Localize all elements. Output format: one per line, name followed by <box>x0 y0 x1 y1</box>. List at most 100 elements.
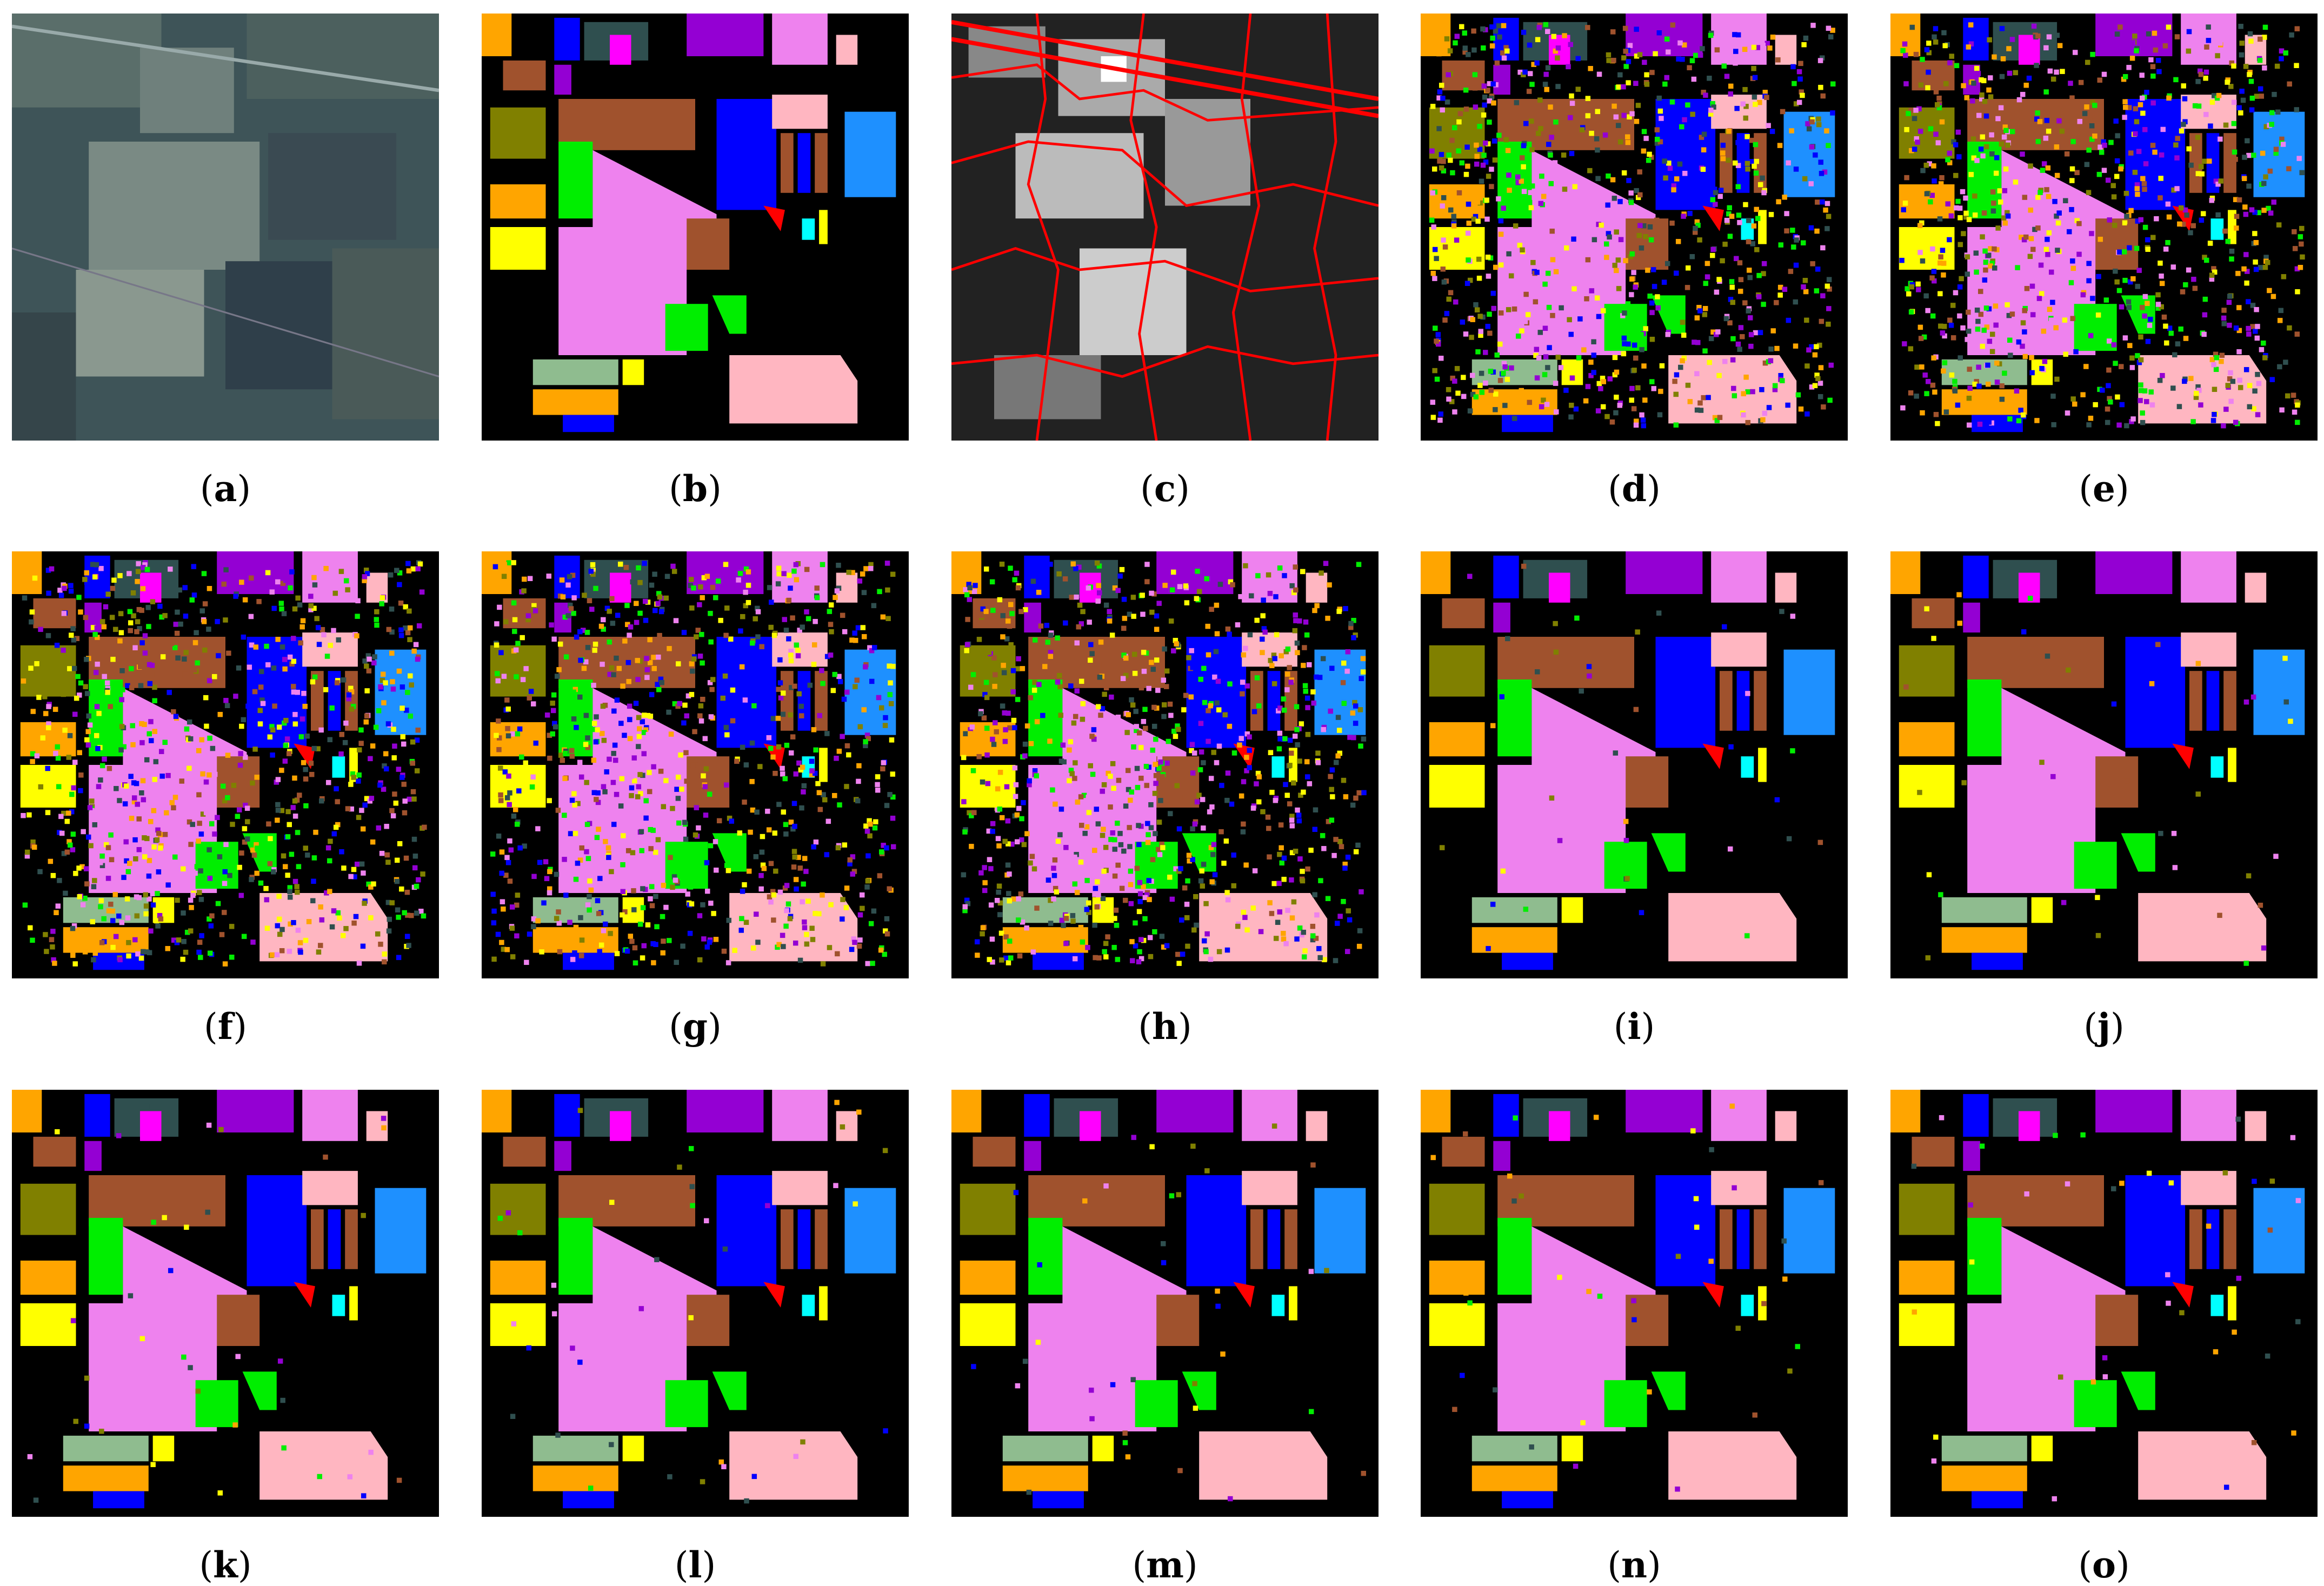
misclassified-pixel <box>2130 40 2135 45</box>
misclassified-pixel <box>2055 33 2060 38</box>
misclassified-pixel <box>23 795 28 799</box>
misclassified-pixel <box>563 892 568 897</box>
misclassified-pixel <box>1746 218 1751 223</box>
misclassified-pixel <box>1923 294 1928 298</box>
misclassified-pixel <box>1703 281 1708 286</box>
misclassified-pixel <box>1020 666 1025 671</box>
misclassified-pixel <box>1446 72 1450 77</box>
misclassified-pixel <box>319 917 324 922</box>
misclassified-pixel <box>1150 648 1155 652</box>
misclassified-pixel <box>1653 51 1657 56</box>
misclassified-pixel <box>1546 271 1550 276</box>
misclassified-pixel <box>699 632 704 637</box>
misclassified-pixel <box>2232 100 2236 105</box>
misclassified-pixel <box>218 1490 223 1495</box>
misclassified-pixel <box>1078 925 1083 930</box>
misclassified-pixel <box>2249 108 2254 112</box>
misclassified-pixel <box>752 1474 757 1479</box>
misclassified-pixel <box>2115 158 2120 163</box>
misclassified-pixel <box>1432 368 1437 373</box>
misclassified-pixel <box>2184 212 2189 217</box>
misclassified-pixel <box>664 596 669 601</box>
misclassified-pixel <box>1152 929 1157 934</box>
misclassified-pixel <box>682 703 687 708</box>
misclassified-pixel <box>1166 739 1171 744</box>
misclassified-pixel <box>755 939 760 944</box>
misclassified-pixel <box>799 805 804 810</box>
misclassified-pixel <box>535 918 540 923</box>
misclassified-pixel <box>1741 391 1746 396</box>
misclassified-pixel <box>108 902 113 907</box>
misclassified-pixel <box>721 696 725 701</box>
misclassified-pixel <box>1086 901 1091 905</box>
misclassified-pixel <box>249 576 254 581</box>
misclassified-pixel <box>2209 272 2214 277</box>
misclassified-pixel <box>849 637 854 642</box>
misclassified-pixel <box>1818 85 1823 90</box>
misclassified-pixel <box>1938 892 1943 897</box>
misclassified-pixel <box>1314 603 1319 608</box>
misclassified-pixel <box>148 928 153 933</box>
misclassified-pixel <box>2051 77 2056 82</box>
classification-map <box>12 551 439 978</box>
misclassified-pixel <box>737 830 742 835</box>
misclassified-pixel <box>1214 649 1218 654</box>
misclassified-pixel <box>1154 773 1158 778</box>
misclassified-pixel <box>389 607 394 611</box>
misclassified-pixel <box>1748 275 1753 280</box>
misclassified-pixel <box>1754 159 1759 164</box>
misclassified-pixel <box>636 744 641 749</box>
misclassified-pixel <box>629 793 634 798</box>
misclassified-pixel <box>196 792 201 797</box>
misclassified-pixel <box>494 733 498 738</box>
misclassified-pixel <box>197 890 202 895</box>
misclassified-pixel <box>1768 346 1773 351</box>
misclassified-pixel <box>1123 898 1128 903</box>
misclassified-pixel <box>1940 119 1945 124</box>
misclassified-pixel <box>2239 52 2244 57</box>
misclassified-pixel <box>1686 265 1690 270</box>
misclassified-pixel <box>978 613 983 618</box>
misclassified-pixel <box>811 844 816 849</box>
misclassified-pixel <box>1247 735 1251 739</box>
misclassified-pixel <box>1086 585 1091 590</box>
misclassified-pixel <box>1306 732 1310 737</box>
misclassified-pixel <box>1029 741 1034 746</box>
misclassified-pixel <box>1105 934 1110 939</box>
misclassified-pixel <box>690 669 695 674</box>
misclassified-pixel <box>1662 82 1667 86</box>
misclassified-pixel <box>780 771 785 776</box>
misclassified-pixel <box>1989 132 1994 137</box>
misclassified-pixel <box>138 664 143 669</box>
misclassified-pixel <box>1703 306 1708 311</box>
misclassified-pixel <box>1198 878 1203 883</box>
misclassified-pixel <box>1926 70 1930 75</box>
misclassified-pixel <box>2220 353 2225 358</box>
misclassified-pixel <box>71 637 76 642</box>
misclassified-pixel <box>1820 293 1825 298</box>
misclassified-pixel <box>1304 632 1309 637</box>
misclassified-pixel <box>596 827 601 831</box>
misclassified-pixel <box>2156 58 2161 63</box>
misclassified-pixel <box>1089 651 1094 656</box>
misclassified-pixel <box>1617 72 1622 77</box>
misclassified-pixel <box>788 916 793 921</box>
misclassified-pixel <box>1137 730 1142 735</box>
misclassified-pixel <box>1102 903 1107 908</box>
misclassified-pixel <box>499 940 504 945</box>
misclassified-pixel <box>523 761 528 765</box>
misclassified-pixel <box>285 809 290 814</box>
misclassified-pixel <box>804 567 809 572</box>
misclassified-pixel <box>351 921 356 925</box>
misclassified-pixel <box>175 655 180 660</box>
misclassified-pixel <box>2122 115 2127 119</box>
misclassified-pixel <box>628 736 632 741</box>
misclassified-pixel <box>2144 399 2149 404</box>
misclassified-pixel <box>1289 751 1294 756</box>
misclassified-pixel <box>128 620 133 625</box>
misclassified-pixel <box>781 571 786 576</box>
misclassified-pixel <box>1001 613 1005 618</box>
misclassified-pixel <box>1141 650 1146 655</box>
misclassified-pixel <box>840 897 845 902</box>
misclassified-pixel <box>2040 168 2045 172</box>
